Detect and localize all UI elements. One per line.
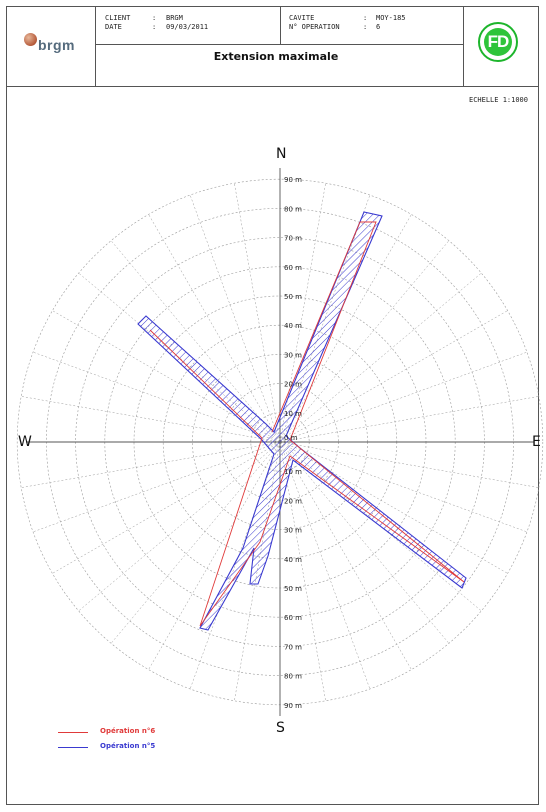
client-label: CLIENT xyxy=(105,14,131,22)
bearing-line xyxy=(279,396,539,443)
distance-label-north: 70 m xyxy=(284,235,302,243)
distance-label-north: 40 m xyxy=(284,322,302,330)
date-colon: : xyxy=(152,23,157,31)
distance-labels: 10 m 10 m 20 m 20 m 30 m 30 m 40 m 40 m 50 m 50 m… xyxy=(284,176,302,710)
compass-east: E xyxy=(532,434,541,450)
distance-label-south: 80 m xyxy=(284,673,302,681)
distance-label-south: 90 m xyxy=(284,702,302,710)
operation-label: N° OPERATION xyxy=(289,23,340,31)
cavity-label: CAVITE xyxy=(289,14,315,22)
distance-label-north: 60 m xyxy=(284,264,302,272)
client-value: BRGM xyxy=(166,14,183,22)
header-divider xyxy=(95,44,463,45)
compass-north: N xyxy=(276,146,287,162)
client-colon: : xyxy=(152,14,157,22)
distance-label-south: 50 m xyxy=(284,585,302,593)
bearing-line xyxy=(32,441,281,533)
header-divider xyxy=(280,6,281,44)
brgm-logo-text: brgm xyxy=(38,37,75,53)
date-value: 09/03/2011 xyxy=(166,23,209,31)
bearing-line xyxy=(32,351,281,443)
operation-6-extent xyxy=(149,221,465,627)
legend-label-op6: Opération n°6 xyxy=(100,727,156,735)
compass-south: S xyxy=(276,720,285,736)
bearing-line xyxy=(21,441,281,488)
distance-label-south: 30 m xyxy=(284,527,302,535)
distance-label-north: 80 m xyxy=(284,205,302,213)
distance-label-south: 10 m xyxy=(284,468,302,476)
operation-value: 6 xyxy=(376,23,381,31)
compass-west: W xyxy=(18,434,32,450)
page-title: Extension maximale xyxy=(213,50,339,63)
legend-swatch-op5 xyxy=(58,747,88,748)
distance-label-south: 20 m xyxy=(284,497,302,505)
cavity-extents xyxy=(137,211,467,631)
date-label: DATE xyxy=(105,23,122,31)
bearing-line xyxy=(279,441,450,644)
page-frame xyxy=(6,6,539,805)
distance-label-north: 10 m xyxy=(284,410,302,418)
bearing-line xyxy=(279,441,528,533)
title-block xyxy=(6,6,539,87)
cavity-value: MOY-185 xyxy=(376,14,406,22)
brgm-logo-mark xyxy=(24,33,37,46)
distance-label-north: 90 m xyxy=(284,176,302,184)
distance-label-north: 20 m xyxy=(284,381,302,389)
distance-label-north: 50 m xyxy=(284,293,302,301)
fd-logo: FD xyxy=(484,28,512,56)
header-divider xyxy=(463,6,464,87)
distance-label-south: 40 m xyxy=(284,556,302,564)
distance-label-south: 60 m xyxy=(284,614,302,622)
operation-colon: : xyxy=(363,23,368,31)
legend-label-op5: Opération n°5 xyxy=(100,742,156,750)
scale-label: ECHELLE 1:1000 xyxy=(468,96,528,104)
distance-label-north: 30 m xyxy=(284,351,302,359)
distance-label-south: 70 m xyxy=(284,643,302,651)
legend-swatch-op6 xyxy=(58,732,88,733)
origin-label: 0 m xyxy=(284,434,298,442)
cavity-colon: : xyxy=(363,14,368,22)
operation-5-extent xyxy=(137,211,467,631)
header-divider xyxy=(95,6,96,87)
